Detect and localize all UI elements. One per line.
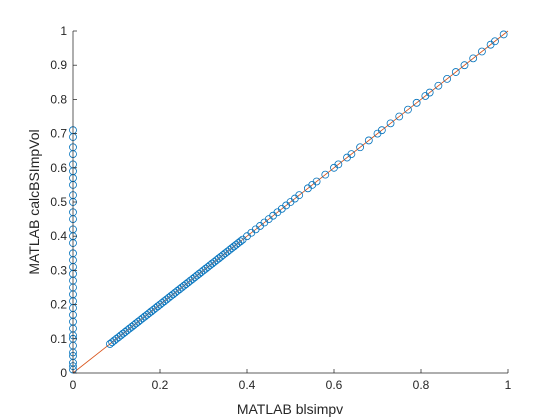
x-tick-label: 0.6 [326, 378, 343, 392]
data-point [412, 98, 421, 107]
data-point [347, 150, 356, 159]
y-tick-label: 0.5 [50, 195, 67, 209]
data-point [356, 143, 365, 152]
tick-labels: 0 0.2 0.4 0.6 0.8 1 0 0.1 0.2 0.3 0.4 0.5 0.6 0.7 0.8 0… [50, 24, 511, 392]
data-point [364, 136, 373, 145]
y-tick-label: 1 [60, 24, 67, 38]
y-tick-label: 0.9 [50, 58, 67, 72]
y-tick-label: 0.4 [50, 229, 67, 243]
data-point [469, 54, 478, 63]
axes [72, 30, 509, 374]
y-axis-label: MATLAB calcBSImpVol [26, 129, 42, 274]
x-tick-label: 0 [70, 378, 77, 392]
data-point [295, 191, 304, 200]
data-point [443, 74, 452, 83]
data-point [491, 37, 499, 46]
data-point [395, 112, 404, 121]
y-tick-label: 0.8 [50, 92, 67, 106]
data-point [334, 160, 343, 169]
x-tick-label: 0.2 [152, 378, 169, 392]
x-tick-label: 1 [505, 378, 512, 392]
data-point [236, 237, 245, 246]
y-tick-label: 0.2 [50, 298, 67, 312]
data-point [312, 177, 321, 186]
data-point [386, 119, 395, 128]
data-point [460, 61, 469, 70]
y-tick-label: 0.6 [50, 161, 67, 175]
data-point [404, 105, 412, 114]
x-axis-label: MATLAB blsimpv [237, 401, 343, 417]
x-tick-label: 0.8 [413, 378, 430, 392]
y-tick-label: 0.7 [50, 127, 67, 141]
data-point [434, 81, 443, 90]
data-point [321, 170, 330, 179]
data-point [451, 68, 460, 76]
y-tick-label: 0.1 [50, 332, 67, 346]
data-point [499, 30, 508, 39]
data-point [425, 88, 434, 97]
y-tick-label: 0.3 [50, 263, 67, 277]
y-tick-label: 0 [60, 366, 67, 380]
data-point [377, 126, 386, 135]
x-tick-label: 0.4 [239, 378, 256, 392]
data-point [477, 47, 486, 56]
